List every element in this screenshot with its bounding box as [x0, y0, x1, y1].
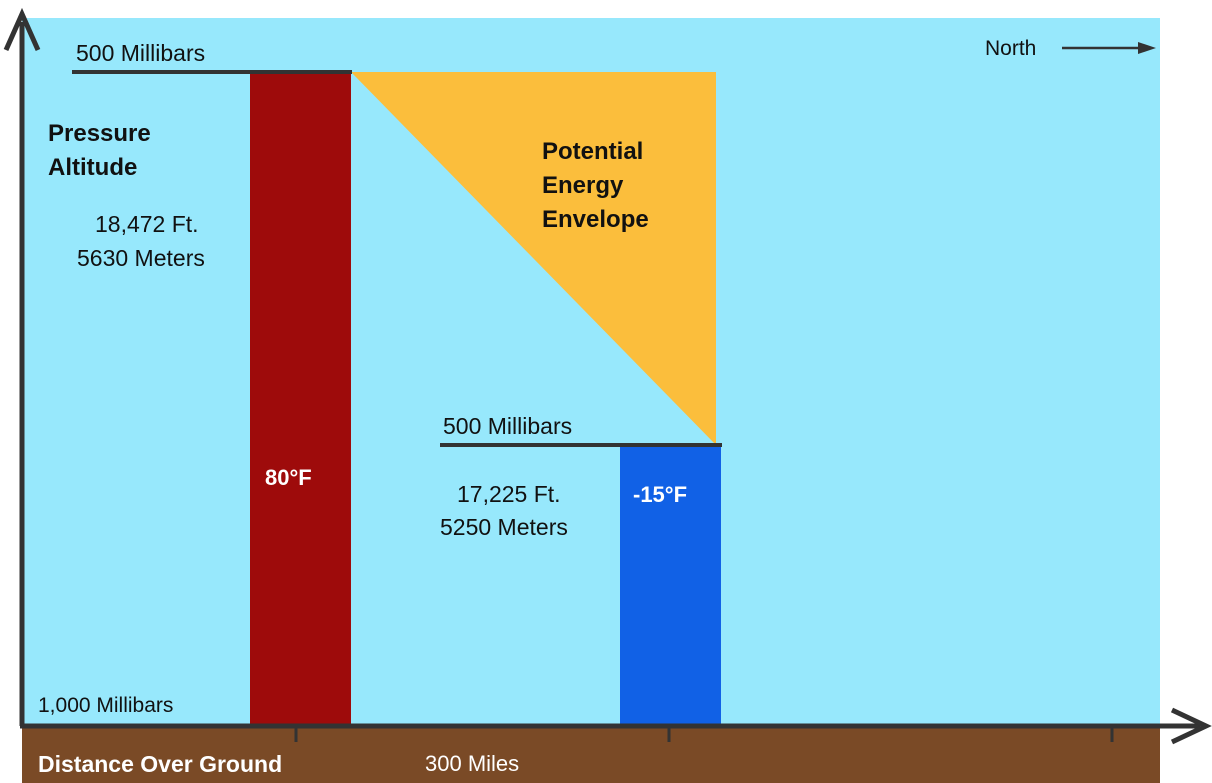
warm-temperature-label: 80°F [265, 465, 312, 490]
pressure-altitude-title-line2: Altitude [48, 154, 137, 181]
warm-height-feet: 18,472 Ft. [95, 211, 199, 237]
x-axis [20, 707, 1212, 745]
arrow-up-icon [3, 7, 41, 52]
cold-height-meters: 5250 Meters [440, 514, 568, 540]
warm-height-meters: 5630 Meters [77, 245, 205, 271]
cold-height-feet: 17,225 Ft. [457, 481, 561, 507]
envelope-label-line3: Envelope [542, 206, 649, 233]
top-pressure-label-left: 500 Millibars [76, 40, 205, 66]
pressure-altitude-title-line1: Pressure [48, 120, 151, 147]
arrow-right-icon-head [1138, 42, 1156, 54]
potential-energy-envelope [351, 72, 716, 445]
distance-value-label: 300 Miles [425, 751, 519, 776]
envelope-label-line1: Potential [542, 138, 643, 165]
warm-air-column [250, 72, 351, 725]
y-axis [3, 7, 41, 726]
distance-over-ground-label: Distance Over Ground [38, 751, 282, 777]
arrow-right-icon [1170, 707, 1212, 745]
cold-air-column [620, 445, 721, 725]
cold-temperature-label: -15°F [633, 482, 687, 507]
north-indicator: North [985, 37, 1156, 60]
ground-strip [22, 727, 1160, 783]
envelope-label-line2: Energy [542, 172, 624, 199]
bottom-pressure-label: 1,000 Millibars [38, 694, 173, 717]
top-pressure-label-right: 500 Millibars [443, 413, 572, 439]
north-label: North [985, 37, 1036, 60]
